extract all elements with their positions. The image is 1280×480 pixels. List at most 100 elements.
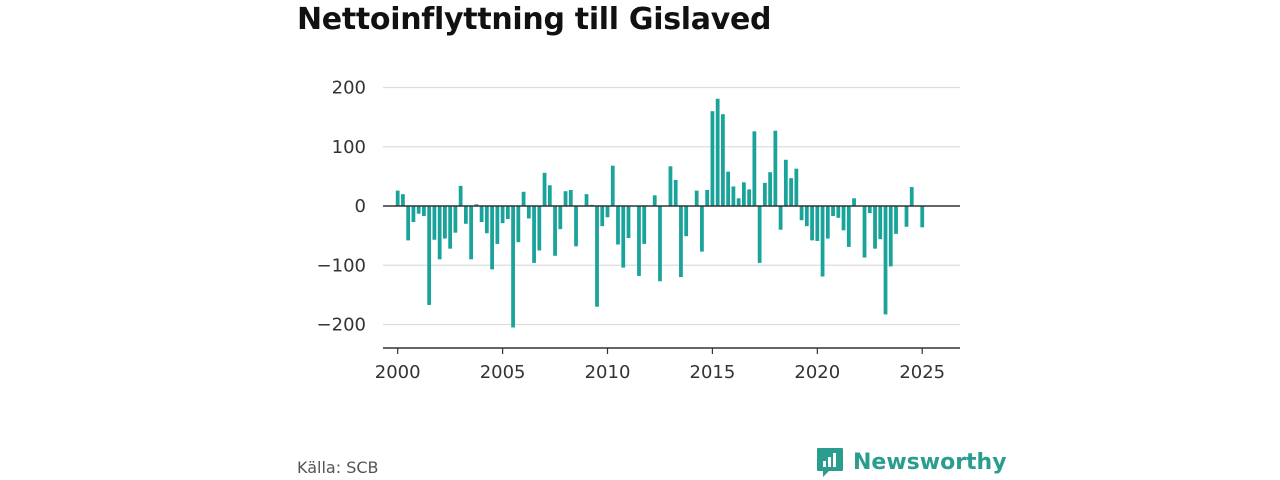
bar-2024-Q2 bbox=[904, 206, 909, 227]
bar-2003-Q4 bbox=[474, 204, 479, 206]
bar-2012-Q3 bbox=[658, 206, 662, 282]
bar-2013-Q4 bbox=[684, 206, 689, 237]
bar-2019-Q2 bbox=[799, 206, 804, 221]
bar-2022-Q3 bbox=[867, 206, 872, 214]
bar-2003-Q3 bbox=[469, 206, 474, 260]
bar-2008-Q2 bbox=[568, 190, 573, 206]
bar-2018-Q3 bbox=[783, 159, 788, 206]
bar-2011-Q3 bbox=[637, 206, 641, 276]
newsworthy-logo-text: Newsworthy bbox=[853, 449, 1007, 475]
bar-2023-Q2 bbox=[883, 206, 888, 315]
bar-2015-Q1 bbox=[710, 111, 715, 206]
bar-2008-Q3 bbox=[574, 206, 578, 247]
bar-2014-Q4 bbox=[705, 190, 710, 206]
bar-2017-Q2 bbox=[757, 206, 762, 263]
bar-2016-Q3 bbox=[741, 182, 746, 206]
bar-2021-Q2 bbox=[841, 206, 846, 231]
bar-2012-Q2 bbox=[652, 195, 657, 206]
bar-2021-Q4 bbox=[852, 198, 856, 206]
bar-2020-Q1 bbox=[815, 206, 820, 241]
bar-2002-Q3 bbox=[448, 206, 453, 249]
axes bbox=[383, 205, 960, 349]
bar-2020-Q4 bbox=[831, 206, 835, 217]
bar-2022-Q2 bbox=[862, 206, 867, 258]
bar-2004-Q2 bbox=[484, 206, 489, 234]
bar-chart: 200 100 0 −100 −200 2000 2005 2010 2015 2020 2025 bbox=[317, 78, 960, 383]
bar-2013-Q2 bbox=[673, 179, 678, 206]
bar-2010-Q2 bbox=[610, 165, 615, 206]
bar-2010-Q1 bbox=[605, 206, 610, 218]
bar-2016-Q2 bbox=[736, 198, 741, 206]
x-tick-label: 2020 bbox=[794, 362, 840, 383]
bar-2005-Q3 bbox=[511, 206, 515, 328]
bar-2018-Q1 bbox=[773, 130, 778, 206]
bar-2015-Q3 bbox=[721, 114, 725, 206]
bar-2001-Q1 bbox=[416, 206, 421, 214]
y-tick-label: 200 bbox=[332, 78, 366, 99]
bar-2000-Q3 bbox=[406, 206, 411, 241]
bar-2010-Q3 bbox=[616, 206, 620, 245]
bar-2020-Q2 bbox=[820, 206, 825, 277]
bar-2001-Q3 bbox=[427, 206, 432, 305]
newsworthy-logo-icon bbox=[817, 448, 843, 477]
bar-2000-Q2 bbox=[401, 194, 405, 206]
bar-2021-Q1 bbox=[836, 206, 841, 218]
y-tick-label: 0 bbox=[355, 196, 366, 217]
bar-2006-Q2 bbox=[526, 206, 531, 219]
bar-2009-Q1 bbox=[584, 194, 589, 206]
bar-2014-Q3 bbox=[700, 206, 704, 252]
bar-2008-Q1 bbox=[563, 191, 568, 206]
bar-2006-Q3 bbox=[532, 206, 536, 263]
bar-2023-Q4 bbox=[894, 206, 898, 234]
bar-2019-Q3 bbox=[804, 206, 809, 227]
bar-2017-Q3 bbox=[762, 182, 767, 206]
bar-2020-Q3 bbox=[825, 206, 830, 239]
x-axis-ticks: 2000 2005 2010 2015 2020 2025 bbox=[375, 348, 945, 383]
y-axis-ticks: 200 100 0 −100 −200 bbox=[317, 78, 366, 336]
bar-2023-Q1 bbox=[878, 206, 883, 240]
x-tick-label: 2025 bbox=[899, 362, 945, 383]
gridlines bbox=[383, 86, 960, 326]
bar-2017-Q1 bbox=[752, 131, 757, 206]
bar-2011-Q1 bbox=[626, 206, 631, 238]
bar-2005-Q4 bbox=[516, 206, 521, 243]
bar-2007-Q4 bbox=[558, 206, 563, 230]
bar-2010-Q4 bbox=[621, 206, 626, 268]
bar-2001-Q2 bbox=[422, 206, 426, 217]
bar-2007-Q1 bbox=[542, 172, 547, 206]
bar-2011-Q4 bbox=[642, 206, 647, 244]
x-tick-label: 2015 bbox=[690, 362, 736, 383]
bar-2021-Q3 bbox=[846, 206, 851, 247]
bar-2002-Q1 bbox=[437, 206, 442, 260]
bar-2019-Q4 bbox=[810, 206, 814, 241]
bar-2000-Q1 bbox=[395, 190, 400, 206]
bar-2007-Q3 bbox=[553, 206, 557, 256]
bar-2024-Q3 bbox=[909, 187, 914, 206]
bar-2006-Q4 bbox=[537, 206, 542, 251]
source-note: Källa: SCB bbox=[297, 458, 379, 477]
bar-2003-Q1 bbox=[458, 185, 463, 206]
bar-2025-Q1 bbox=[920, 206, 925, 228]
bar-2009-Q3 bbox=[595, 206, 599, 307]
bar-2017-Q4 bbox=[768, 172, 773, 206]
bar-2005-Q1 bbox=[500, 206, 505, 224]
bar-2014-Q2 bbox=[694, 190, 699, 206]
bar-2003-Q2 bbox=[463, 206, 468, 224]
bar-2007-Q2 bbox=[547, 185, 552, 206]
y-tick-label: −200 bbox=[317, 315, 366, 336]
bar-2015-Q2 bbox=[715, 98, 720, 206]
x-tick-label: 2010 bbox=[585, 362, 631, 383]
bar-2016-Q1 bbox=[731, 186, 736, 206]
x-tick-label: 2005 bbox=[480, 362, 526, 383]
bar-2001-Q4 bbox=[432, 206, 437, 240]
y-tick-label: −100 bbox=[317, 255, 366, 276]
bar-2013-Q1 bbox=[668, 166, 673, 206]
x-tick-label: 2000 bbox=[375, 362, 421, 383]
bar-2023-Q3 bbox=[888, 206, 893, 267]
bar-2018-Q2 bbox=[778, 206, 783, 230]
bar-2002-Q4 bbox=[453, 206, 458, 233]
bar-2006-Q1 bbox=[521, 191, 526, 206]
bar-2018-Q4 bbox=[789, 178, 793, 206]
bar-2005-Q2 bbox=[505, 206, 510, 220]
bar-2004-Q3 bbox=[490, 206, 494, 270]
